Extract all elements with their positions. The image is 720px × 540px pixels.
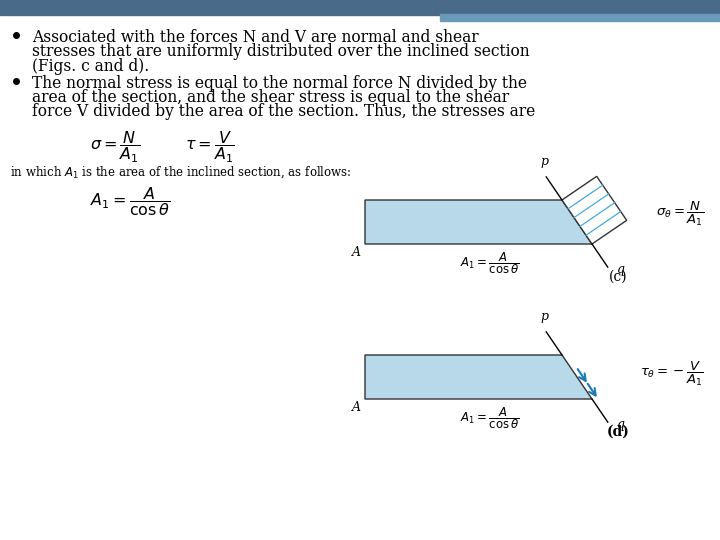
Text: $\sigma = \dfrac{N}{A_1}$: $\sigma = \dfrac{N}{A_1}$ [90,129,140,165]
Text: p: p [540,155,548,168]
Text: (c): (c) [608,270,627,284]
Polygon shape [562,177,626,244]
Text: q: q [617,262,625,275]
Polygon shape [365,200,592,244]
Text: Associated with the forces N and V are normal and shear: Associated with the forces N and V are n… [32,29,479,46]
Text: The normal stress is equal to the normal force N divided by the: The normal stress is equal to the normal… [32,75,527,91]
Text: area of the section, and the shear stress is equal to the shear: area of the section, and the shear stres… [32,89,509,106]
Text: (Figs. c and d).: (Figs. c and d). [32,58,149,75]
Text: (d): (d) [606,425,629,439]
Text: $\tau = \dfrac{V}{A_1}$: $\tau = \dfrac{V}{A_1}$ [185,129,235,165]
Text: $\sigma_\theta = \dfrac{N}{A_1}$: $\sigma_\theta = \dfrac{N}{A_1}$ [656,200,704,228]
Text: force V divided by the area of the section. Thus, the stresses are: force V divided by the area of the secti… [32,104,535,120]
Text: $A_1 = \dfrac{A}{\cos\theta}$: $A_1 = \dfrac{A}{\cos\theta}$ [460,405,520,431]
Text: $A_1 = \dfrac{A}{\cos\theta}$: $A_1 = \dfrac{A}{\cos\theta}$ [460,250,520,276]
Bar [440,14,720,21]
Text: in which $A_1$ is the area of the inclined section, as follows:: in which $A_1$ is the area of the inclin… [10,164,351,180]
Text: $\tau_\theta = -\dfrac{V}{A_1}$: $\tau_\theta = -\dfrac{V}{A_1}$ [640,360,704,388]
Text: stresses that are uniformly distributed over the inclined section: stresses that are uniformly distributed … [32,44,530,60]
Text: $A_1 = \dfrac{A}{\cos\theta}$: $A_1 = \dfrac{A}{\cos\theta}$ [90,186,170,219]
Polygon shape [365,355,592,399]
Text: A: A [352,401,361,414]
Bar [0,0,720,15]
Text: p: p [540,310,548,323]
Text: q: q [617,417,625,430]
Text: A: A [352,246,361,259]
